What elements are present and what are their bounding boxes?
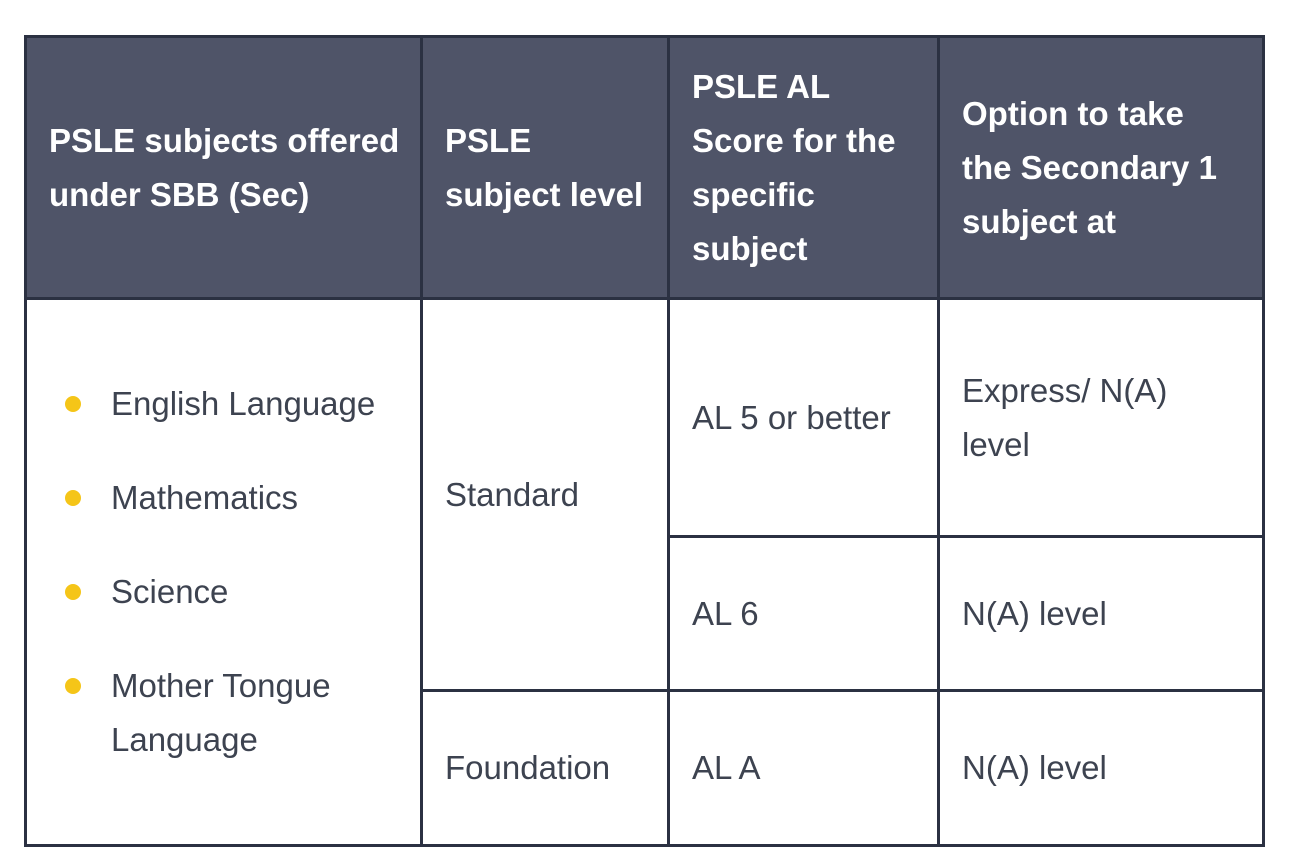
subject-list: English Language Mathematics Science — [49, 377, 400, 767]
al-score-cell: AL 6 — [667, 535, 940, 692]
header-subjects-offered: PSLE subjects offered under SBB (Sec) — [24, 35, 423, 300]
level-foundation-cell: Foundation — [420, 689, 670, 847]
bullet-icon — [65, 678, 81, 694]
subject-science: Science — [111, 573, 229, 610]
option-cell: N(A) level — [937, 535, 1265, 692]
table-header-row: PSLE subjects offered under SBB (Sec) PS… — [24, 35, 1265, 300]
list-item: Mother Tongue Language — [65, 659, 400, 767]
bullet-icon — [65, 490, 81, 506]
al-score-cell: AL 5 or better — [667, 297, 940, 538]
list-item: Science — [65, 565, 400, 619]
list-item: English Language — [65, 377, 400, 431]
table-row: English Language Mathematics Science — [24, 297, 1265, 847]
sbb-table: PSLE subjects offered under SBB (Sec) PS… — [24, 35, 1265, 847]
subject-mother-tongue: Mother Tongue Language — [111, 667, 331, 758]
header-subject-level: PSLE subject level — [420, 35, 670, 300]
header-al-score: PSLE AL Score for the specific subject — [667, 35, 940, 300]
option-cell: N(A) level — [937, 689, 1265, 847]
subject-english: English Language — [111, 385, 376, 422]
bullet-icon — [65, 584, 81, 600]
table-row: AL 6 N(A) level — [26, 535, 1265, 692]
level-standard-cell: Standard — [420, 297, 670, 692]
header-secondary-option: Option to take the Secondary 1 subject a… — [937, 35, 1265, 300]
subject-mathematics: Mathematics — [111, 479, 299, 516]
sbb-table-container: PSLE subjects offered under SBB (Sec) PS… — [24, 35, 1265, 847]
table-row: Foundation AL A N(A) level — [26, 689, 1265, 847]
subjects-cell: English Language Mathematics Science — [24, 297, 423, 847]
option-cell: Express/ N(A) level — [937, 297, 1265, 538]
list-item: Mathematics — [65, 471, 400, 525]
bullet-icon — [65, 396, 81, 412]
al-score-cell: AL A — [667, 689, 940, 847]
